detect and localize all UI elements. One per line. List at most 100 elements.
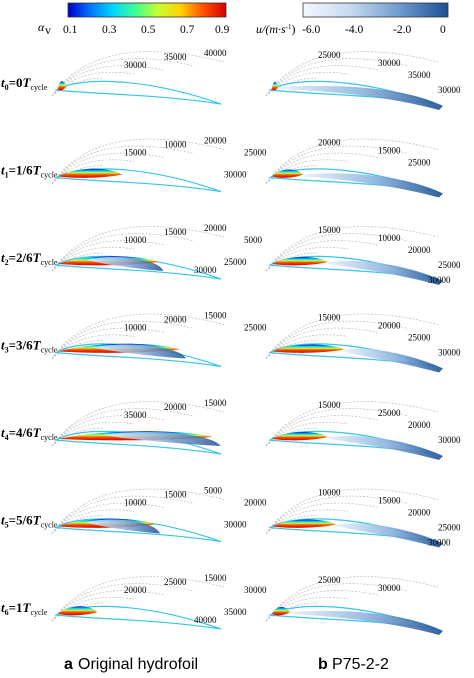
hydrofoil-outline [54,605,222,630]
colorbar-right-bar [302,2,449,18]
colorbar-right-tick: 0 [440,24,446,36]
cycle-symbol: T [33,338,42,353]
contour-label: 30000 [438,348,461,358]
cavity-region [272,519,336,528]
streamline [265,51,439,97]
contour-label: 30000 [194,265,217,275]
time-equals: =4/6 [9,425,34,440]
cavity-region [272,431,328,441]
contour-label: 30000 [224,520,247,530]
left-panel: 10000 15000 20000 5000 25000 30000 [51,223,263,280]
contour-label: 15000 [378,146,401,156]
time-row: t6=1Tcycle 20000 25000 15000 30000 35000 40000… [1,573,443,635]
contour-label: 30000 [244,585,267,595]
streamline [51,602,105,622]
streamline [265,401,439,447]
contour-label: 15000 [378,496,401,506]
time-symbol: t [1,75,5,90]
streamline [265,145,409,184]
contour-label: 25000 [164,577,187,587]
contour-label: 5000 [204,486,223,496]
streamline [51,427,105,447]
contour-label: 20000 [204,223,227,233]
time-symbol: t [1,513,5,528]
contour-label: 10000 [124,235,147,245]
caption-a-text: Original hydrofoil [78,656,198,673]
streamline [265,602,319,622]
low-velocity-region [344,348,443,373]
contour-label: 15000 [164,490,187,500]
time-equals: =0 [9,75,23,90]
streamline [51,138,225,184]
streamline [265,313,439,359]
streamline [265,252,319,272]
contour-label: 5000 [244,235,263,245]
left-panel: 30000 35000 40000 [51,48,227,105]
cavity-region [58,168,122,178]
contour-label: 10000 [124,323,147,333]
cycle-symbol: T [23,600,32,615]
streamline [51,313,225,359]
contour-label: 40000 [194,615,217,625]
low-velocity-region [327,260,443,285]
time-symbol: t [1,163,5,178]
colorbar-right-label: u/(m·s-1) [256,22,296,36]
caption-b: b P75-2-2 [318,656,389,673]
contour-label: 25000 [244,323,267,333]
time-subscript: 1 [5,171,9,180]
colorbar-left-subscript: v [45,23,51,37]
contour-label: 20000 [204,136,227,146]
streamline [51,515,105,534]
reentrant-jet-region [103,432,221,446]
colorbar-left-tick: 0.1 [63,24,78,36]
contour-label: 15000 [318,225,341,235]
contour-label: 25000 [438,260,461,270]
streamline [51,583,195,622]
caption-b-letter: b [318,656,328,673]
right-panel: 25000 30000 [265,575,443,635]
contour-label: 25000 [438,523,461,533]
streamline [51,252,105,272]
colorbar-right: u/(m·s-1) -6.0 -4.0 -2.0 0 [256,2,449,36]
contour-label: 35000 [164,52,187,62]
contour-label: 15000 [204,311,227,321]
contour-label: 30000 [224,170,247,180]
contour-label: 10000 [318,488,341,498]
contour-label: 15000 [318,400,341,410]
contour-label: 30000 [438,85,461,95]
streamline [265,233,409,272]
left-panel: 10000 20000 15000 25000 [51,311,267,368]
cycle-subscript: cycle [41,258,58,267]
contour-label: 10000 [378,233,401,243]
contour-label: 20000 [164,402,187,412]
time-symbol: t [1,338,5,353]
cycle-subscript: cycle [41,433,58,442]
cycle-symbol: T [33,250,42,265]
cycle-symbol: T [33,163,42,178]
time-equals: =5/6 [9,513,34,528]
time-equals: =1 [9,600,23,615]
contour-label: 25000 [378,408,401,418]
contour-label: 20000 [124,585,147,595]
low-velocity-region [327,435,443,460]
cavity-region [272,81,279,91]
streamline [51,495,195,534]
colorbar-right-tick: -4.0 [345,24,363,36]
time-subscript: 4 [5,433,9,442]
cycle-subscript: cycle [31,608,48,617]
cavity-region [272,344,345,353]
streamline [265,340,319,359]
streamline [265,495,409,534]
time-symbol: t [1,250,5,265]
cycle-symbol: T [33,425,42,440]
colorbar-left-bar [67,2,227,18]
streamline [265,427,319,447]
streamline [51,77,105,97]
time-label: t4=4/6Tcycle [1,425,58,442]
right-panel: 15000 10000 20000 25000 30000 [265,225,461,285]
streamline [51,145,195,184]
contour-label: 25000 [318,50,341,60]
contour-label: 25000 [408,158,431,168]
